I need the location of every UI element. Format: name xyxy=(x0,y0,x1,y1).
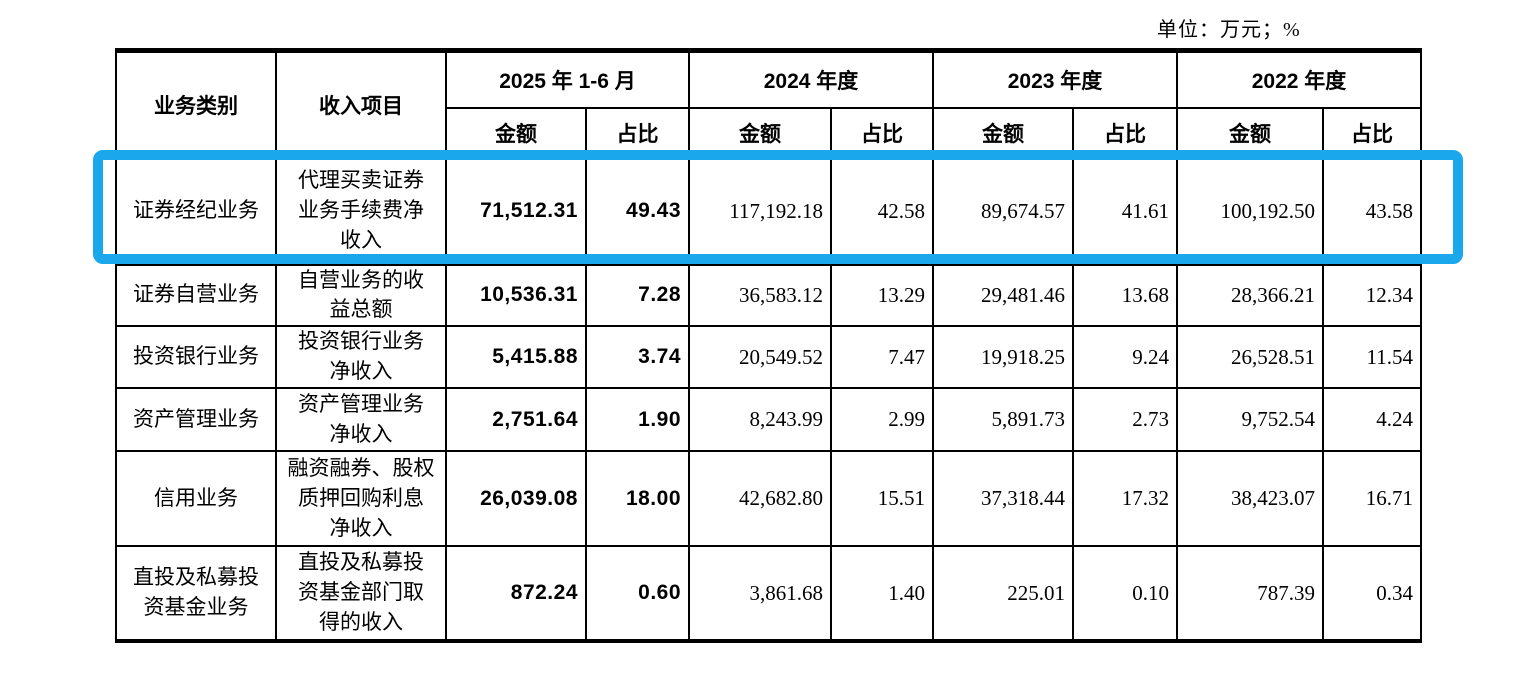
ratio-cell: 7.28 xyxy=(584,263,691,328)
amount-cell: 9,752.54 xyxy=(1176,387,1325,453)
header-amount-2025: 金额 xyxy=(445,106,587,159)
ratio-cell: 0.34 xyxy=(1322,545,1423,643)
amount-cell: 5,415.88 xyxy=(445,325,587,390)
category-cell: 资产管理业务 xyxy=(115,387,277,453)
ratio-cell: 2.73 xyxy=(1072,387,1179,453)
table-header-row-measures: 金额 占比 金额 占比 金额 占比 金额 占比 xyxy=(116,106,1423,159)
ratio-cell: 2.99 xyxy=(830,387,935,453)
amount-cell: 28,366.21 xyxy=(1176,263,1325,328)
table-row-private-equity: 直投及私募投 资基金业务 直投及私募投 资基金部门取 得的收入 872.24 0… xyxy=(115,545,1423,643)
header-income-item: 收入项目 xyxy=(275,49,447,159)
ratio-cell: 7.47 xyxy=(830,325,935,390)
amount-cell: 71,512.31 xyxy=(445,156,587,266)
category-cell: 投资银行业务 xyxy=(115,325,277,390)
header-amount-2024: 金额 xyxy=(688,106,833,159)
item-cell: 资产管理业务 净收入 xyxy=(275,387,447,453)
ratio-cell: 3.74 xyxy=(584,325,691,390)
ratio-cell: 0.10 xyxy=(1072,545,1179,643)
amount-cell: 26,039.08 xyxy=(445,450,587,548)
amount-cell: 20,549.52 xyxy=(688,325,833,390)
item-cell: 投资银行业务 净收入 xyxy=(275,325,447,390)
category-cell: 证券自营业务 xyxy=(115,263,277,328)
header-ratio-2025: 占比 xyxy=(584,106,691,159)
table-row-proprietary: 证券自营业务 自营业务的收 益总额 10,536.31 7.28 36,583.… xyxy=(115,263,1423,328)
revenue-breakdown-table: 业务类别 收入项目 2025 年 1-6 月 2024 年度 2023 年度 2… xyxy=(115,48,1423,644)
amount-cell: 117,192.18 xyxy=(688,156,833,266)
header-period-2022: 2022 年度 xyxy=(1176,49,1423,109)
item-cell: 融资融券、股权 质押回购利息 净收入 xyxy=(275,450,447,548)
amount-cell: 36,583.12 xyxy=(688,263,833,328)
item-cell: 自营业务的收 益总额 xyxy=(275,263,447,328)
ratio-cell: 41.61 xyxy=(1072,156,1179,266)
ratio-cell: 4.24 xyxy=(1322,387,1423,453)
header-period-2025h1: 2025 年 1-6 月 xyxy=(444,49,691,109)
header-amount-2023: 金额 xyxy=(932,106,1075,159)
table-row-credit: 信用业务 融资融券、股权 质押回购利息 净收入 26,039.08 18.00 … xyxy=(115,450,1423,548)
amount-cell: 89,674.57 xyxy=(932,156,1075,266)
amount-cell: 19,918.25 xyxy=(932,325,1075,390)
ratio-cell: 11.54 xyxy=(1322,325,1423,390)
amount-cell: 38,423.07 xyxy=(1176,450,1325,548)
ratio-cell: 13.29 xyxy=(830,263,935,328)
ratio-cell: 9.24 xyxy=(1072,325,1179,390)
unit-label: 单位：万元；% xyxy=(1157,19,1301,41)
ratio-cell: 17.32 xyxy=(1072,450,1179,548)
amount-cell: 872.24 xyxy=(445,545,587,643)
ratio-cell: 16.71 xyxy=(1322,450,1423,548)
header-period-2023: 2023 年度 xyxy=(932,49,1179,109)
header-period-2024: 2024 年度 xyxy=(688,49,935,109)
ratio-cell: 13.68 xyxy=(1072,263,1179,328)
ratio-cell: 43.58 xyxy=(1322,156,1423,266)
table-row-asset-management: 资产管理业务 资产管理业务 净收入 2,751.64 1.90 8,243.99… xyxy=(115,387,1423,453)
table-header-row-periods: 业务类别 收入项目 2025 年 1-6 月 2024 年度 2023 年度 2… xyxy=(115,49,1423,159)
ratio-cell: 12.34 xyxy=(1322,263,1423,328)
header-ratio-2024: 占比 xyxy=(830,106,935,159)
amount-cell: 225.01 xyxy=(932,545,1075,643)
category-cell: 证券经纪业务 xyxy=(115,156,277,266)
amount-cell: 2,751.64 xyxy=(445,387,587,453)
amount-cell: 29,481.46 xyxy=(932,263,1075,328)
header-ratio-2022: 占比 xyxy=(1322,106,1423,159)
header-amount-2022: 金额 xyxy=(1176,106,1325,159)
ratio-cell: 0.60 xyxy=(584,545,691,643)
ratio-cell: 49.43 xyxy=(584,156,691,266)
ratio-cell: 15.51 xyxy=(830,450,935,548)
amount-cell: 8,243.99 xyxy=(688,387,833,453)
category-cell: 信用业务 xyxy=(115,450,277,548)
ratio-cell: 1.90 xyxy=(584,387,691,453)
amount-cell: 100,192.50 xyxy=(1176,156,1325,266)
ratio-cell: 42.58 xyxy=(830,156,935,266)
amount-cell: 42,682.80 xyxy=(688,450,833,548)
category-cell: 直投及私募投 资基金业务 xyxy=(115,545,277,643)
ratio-cell: 18.00 xyxy=(584,450,691,548)
item-cell: 直投及私募投 资基金部门取 得的收入 xyxy=(275,545,447,643)
amount-cell: 5,891.73 xyxy=(932,387,1075,453)
header-ratio-2023: 占比 xyxy=(1072,106,1179,159)
amount-cell: 10,536.31 xyxy=(445,263,587,328)
item-cell: 代理买卖证券 业务手续费净 收入 xyxy=(275,156,447,266)
amount-cell: 37,318.44 xyxy=(932,450,1075,548)
amount-cell: 26,528.51 xyxy=(1176,325,1325,390)
amount-cell: 787.39 xyxy=(1176,545,1325,643)
table-row-investment-banking: 投资银行业务 投资银行业务 净收入 5,415.88 3.74 20,549.5… xyxy=(115,325,1423,390)
table-row-brokerage: 证券经纪业务 代理买卖证券 业务手续费净 收入 71,512.31 49.43 … xyxy=(115,156,1423,266)
header-business-category: 业务类别 xyxy=(115,49,277,159)
ratio-cell: 1.40 xyxy=(830,545,935,643)
amount-cell: 3,861.68 xyxy=(688,545,833,643)
